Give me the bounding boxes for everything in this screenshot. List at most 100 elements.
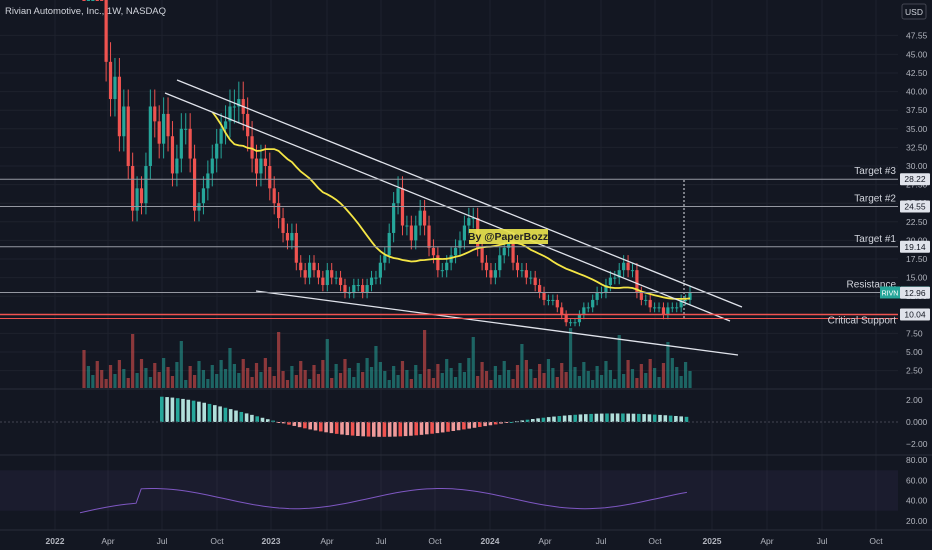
candle-body [352, 285, 356, 293]
volume-bar [356, 363, 360, 388]
macd-histogram-bar [356, 422, 360, 436]
volume-bar [290, 366, 294, 388]
candle-body [334, 277, 338, 279]
volume-bar [480, 362, 484, 388]
volume-bar [259, 372, 263, 388]
volume-bar [303, 370, 307, 388]
volume-bar [400, 361, 405, 388]
volume-bar [268, 367, 272, 388]
candle-body [95, 0, 99, 1]
volume-bar [622, 374, 626, 388]
volume-bar [675, 367, 679, 388]
macd-histogram-bar [552, 416, 556, 422]
candle-body [405, 225, 409, 227]
candle-body [635, 270, 639, 293]
price-tag [900, 240, 930, 253]
candle-body [343, 285, 347, 293]
volume-bar [422, 330, 427, 388]
currency-badge[interactable] [901, 3, 927, 20]
candle-body [268, 166, 272, 189]
volume-bar [679, 376, 683, 388]
candle-body [330, 270, 334, 278]
candle-body [480, 247, 484, 263]
macd-histogram-bar [276, 422, 281, 423]
price-axis[interactable]: 47.55 45.00 42.50 40.00 37.50 35.00 32.50 30.00… [880, 30, 930, 526]
candle-body [369, 277, 374, 286]
volume-bar [462, 372, 467, 388]
macd-histogram-bar [621, 413, 625, 422]
time-tick-label: Oct [869, 536, 883, 546]
macd-histogram-bar [281, 422, 286, 424]
volume-bar [546, 359, 551, 388]
candle-body [365, 285, 369, 293]
candle-body [471, 218, 475, 220]
volume-bar [507, 370, 511, 388]
symbol-tag: RIVN [882, 290, 899, 297]
time-tick-label: 2022 [46, 536, 65, 546]
macd-histogram-bar [472, 422, 477, 428]
time-tick-label: Apr [101, 536, 114, 546]
volume-bar [511, 379, 515, 388]
volume-bar [392, 366, 396, 388]
rsi-tick-label: 80.00 [906, 455, 928, 465]
macd-histogram-bar [181, 398, 185, 422]
macd-histogram-bar [223, 407, 228, 422]
volume-bar [599, 375, 604, 388]
macd-histogram-bar [165, 397, 169, 422]
volume-bar [453, 377, 458, 388]
volume-bar [263, 358, 267, 388]
candle-body [290, 232, 294, 241]
candle-body [489, 270, 493, 278]
volume-bar [237, 373, 241, 388]
macd-histogram-bar [425, 422, 429, 435]
price-tag [900, 173, 930, 186]
volume-bar [515, 365, 520, 388]
candle-body [100, 0, 104, 1]
moving-average-line [211, 111, 691, 300]
candle-body [228, 106, 232, 122]
candle-body [498, 255, 502, 271]
volume-bar [139, 359, 144, 388]
volume-bar [162, 358, 166, 388]
macd-histogram-bar [213, 405, 217, 422]
macd-histogram-bar [573, 414, 577, 422]
candle-body [679, 299, 683, 308]
candle-body [281, 218, 285, 233]
volume-bar [254, 363, 259, 388]
volume-bar [219, 360, 223, 388]
macd-histogram-bar [509, 421, 514, 423]
candle-body [108, 61, 113, 100]
volume-bar [100, 370, 104, 388]
volume-bar [436, 364, 440, 388]
candle-body [538, 285, 542, 293]
time-axis[interactable]: 2022 Apr Jul Oct 2023 Apr Jul Oct 2024 Apr Jul Oct 2… [46, 536, 884, 546]
candle-body [179, 128, 183, 159]
macd-histogram-bar [334, 422, 339, 434]
rsi-tick-label: 60.00 [906, 475, 928, 485]
candle-body [440, 270, 444, 272]
candle-body [184, 128, 188, 130]
price-tag [900, 286, 930, 299]
macd-histogram-bar [260, 417, 265, 422]
macd-histogram-bar [324, 422, 328, 433]
volume-bar [431, 378, 436, 388]
volume-bar [188, 366, 192, 388]
volume-bar [321, 360, 325, 388]
volume-bar [277, 332, 281, 388]
candle-body [299, 262, 303, 271]
overlays [0, 79, 898, 356]
upper-trendline [176, 79, 743, 308]
volume-bar [285, 380, 290, 388]
candle-body [573, 322, 577, 324]
volume-bar [294, 375, 298, 388]
price-tag-value: 28.22 [904, 174, 926, 184]
macd-histogram-bar [631, 413, 636, 422]
macd-histogram-bar [266, 419, 270, 422]
candle-body [259, 158, 263, 174]
volume-bar [476, 376, 480, 388]
volume-bar [228, 348, 232, 388]
volume-bar [617, 335, 621, 388]
candle-body [524, 270, 528, 278]
